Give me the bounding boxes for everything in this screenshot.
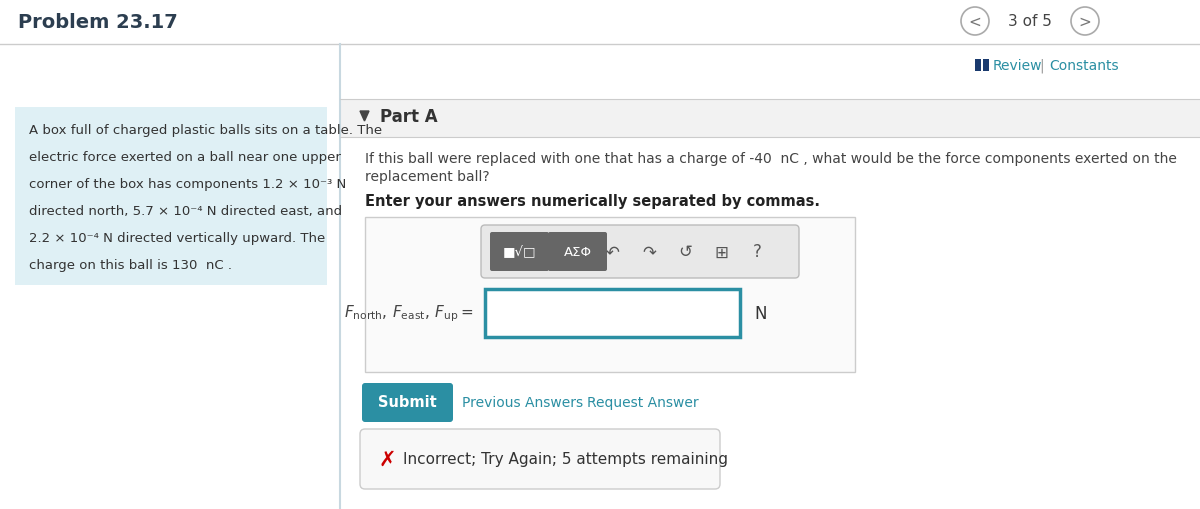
Text: ⊞: ⊞ xyxy=(714,243,728,261)
Bar xyxy=(974,60,982,72)
Text: $F_{\rm north},\, F_{\rm east},\, F_{\rm up} =$: $F_{\rm north},\, F_{\rm east},\, F_{\rm… xyxy=(343,303,473,324)
FancyBboxPatch shape xyxy=(548,233,607,271)
Text: ↺: ↺ xyxy=(678,243,692,261)
Text: N: N xyxy=(754,304,767,322)
Text: 2.2 × 10⁻⁴ N directed vertically upward. The: 2.2 × 10⁻⁴ N directed vertically upward.… xyxy=(29,232,325,244)
Text: ↷: ↷ xyxy=(642,243,656,261)
Text: ✗: ✗ xyxy=(378,449,396,469)
Text: Part A: Part A xyxy=(380,108,438,126)
Text: >: > xyxy=(1079,14,1091,30)
Text: A box full of charged plastic balls sits on a table. The: A box full of charged plastic balls sits… xyxy=(29,124,382,137)
Text: |: | xyxy=(1039,59,1044,73)
FancyBboxPatch shape xyxy=(365,217,854,372)
Text: Enter your answers numerically separated by commas.: Enter your answers numerically separated… xyxy=(365,193,820,209)
FancyBboxPatch shape xyxy=(490,233,550,271)
Text: charge on this ball is 130  nC .: charge on this ball is 130 nC . xyxy=(29,259,232,271)
Text: ?: ? xyxy=(752,243,762,261)
Text: Constants: Constants xyxy=(1049,59,1118,73)
Text: corner of the box has components 1.2 × 10⁻³ N: corner of the box has components 1.2 × 1… xyxy=(29,178,347,191)
Text: directed north, 5.7 × 10⁻⁴ N directed east, and: directed north, 5.7 × 10⁻⁴ N directed ea… xyxy=(29,205,342,217)
Text: Incorrect; Try Again; 5 attempts remaining: Incorrect; Try Again; 5 attempts remaini… xyxy=(403,451,728,467)
FancyBboxPatch shape xyxy=(14,108,326,286)
Text: 3 of 5: 3 of 5 xyxy=(1008,14,1052,30)
Polygon shape xyxy=(360,112,370,122)
Text: ■√□: ■√□ xyxy=(503,245,536,259)
Text: If this ball were replaced with one that has a charge of -40  nC , what would be: If this ball were replaced with one that… xyxy=(365,152,1177,165)
FancyBboxPatch shape xyxy=(485,290,740,337)
Text: Submit: Submit xyxy=(378,394,437,410)
Text: Request Answer: Request Answer xyxy=(587,395,698,409)
Text: Review: Review xyxy=(994,59,1043,73)
Text: AΣΦ: AΣΦ xyxy=(564,245,592,259)
Text: <: < xyxy=(968,14,982,30)
Bar xyxy=(340,100,1200,138)
Text: replacement ball?: replacement ball? xyxy=(365,169,490,184)
FancyBboxPatch shape xyxy=(362,383,454,422)
Text: ↶: ↶ xyxy=(606,243,620,261)
FancyBboxPatch shape xyxy=(481,225,799,278)
Text: Problem 23.17: Problem 23.17 xyxy=(18,13,178,32)
Bar xyxy=(983,60,989,72)
Text: electric force exerted on a ball near one upper: electric force exerted on a ball near on… xyxy=(29,151,341,164)
Text: Previous Answers: Previous Answers xyxy=(462,395,583,409)
FancyBboxPatch shape xyxy=(360,429,720,489)
